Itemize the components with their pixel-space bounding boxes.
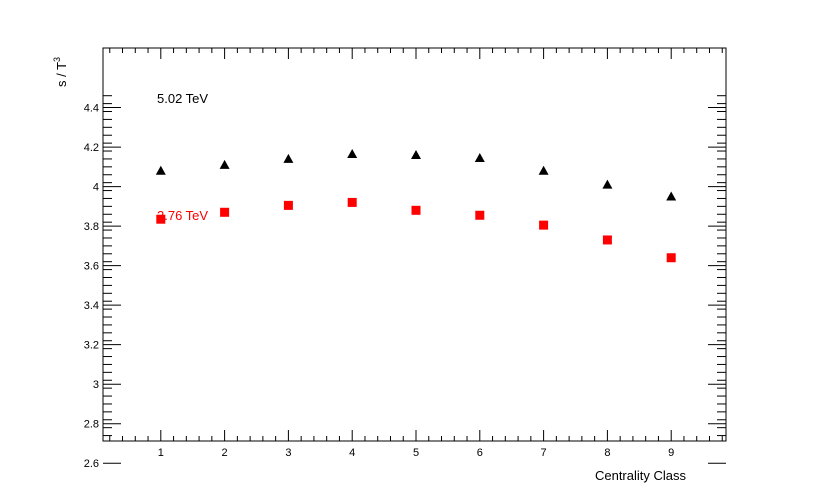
x-tick-label: 9 [668, 447, 674, 459]
data-point-square [220, 207, 230, 217]
y-axis-ticks: 2.6 2.8 3 3.2 3.4 3.6 3.8 4 4.2 4.4 [84, 95, 726, 470]
data-point-triangle [474, 152, 485, 162]
y-axis-label-main: s / T [54, 62, 69, 87]
data-point-square [411, 205, 421, 215]
y-tick-label: 4.4 [84, 103, 99, 115]
x-axis-ticks: 1 2 3 4 5 6 7 8 9 [109, 48, 723, 459]
data-point-square [283, 200, 293, 210]
data-point-square [602, 235, 612, 245]
y-axis-label: s / T3 [52, 57, 69, 87]
y-axis-label-superscript: 3 [52, 57, 62, 62]
y-tick-label: 3.6 [84, 261, 99, 273]
data-point-square [666, 253, 676, 263]
data-point-square [539, 220, 549, 230]
x-tick-label: 4 [349, 447, 355, 459]
data-point-triangle [347, 148, 358, 158]
y-tick-label: 2.6 [84, 458, 99, 470]
plot-frame [102, 47, 727, 442]
x-tick-label: 2 [222, 447, 228, 459]
data-point-triangle [411, 149, 421, 159]
y-tick-label: 3 [93, 379, 99, 391]
data-point-triangle [666, 191, 677, 201]
y-tick-label: 3.4 [84, 300, 99, 312]
x-tick-label: 6 [477, 447, 483, 459]
x-tick-label: 7 [541, 447, 547, 459]
legend-label-2-76-tev: 2.76 TeV [157, 208, 208, 223]
x-tick-label: 5 [413, 447, 419, 459]
x-tick-label: 1 [158, 447, 164, 459]
data-point-triangle [219, 159, 230, 169]
svg-text:s / T3: s / T3 [52, 57, 69, 87]
y-tick-label: 4.2 [84, 142, 99, 154]
data-point-square [156, 214, 166, 224]
y-tick-label: 3.2 [84, 340, 99, 352]
data-point-square [475, 210, 485, 220]
x-axis-label: Centrality Class [595, 468, 687, 483]
x-tick-label: 3 [285, 447, 291, 459]
y-tick-label: 2.8 [84, 419, 99, 431]
data-point-triangle [283, 153, 294, 163]
legend-label-5-02-tev: 5.02 TeV [157, 91, 208, 106]
y-tick-label: 4 [93, 182, 99, 194]
x-tick-label: 8 [604, 447, 610, 459]
y-tick-label: 3.8 [84, 221, 99, 233]
data-markers [155, 148, 677, 263]
data-point-square [347, 197, 357, 207]
data-point-triangle [602, 179, 613, 189]
data-point-triangle [155, 165, 166, 175]
data-point-triangle [538, 165, 549, 175]
